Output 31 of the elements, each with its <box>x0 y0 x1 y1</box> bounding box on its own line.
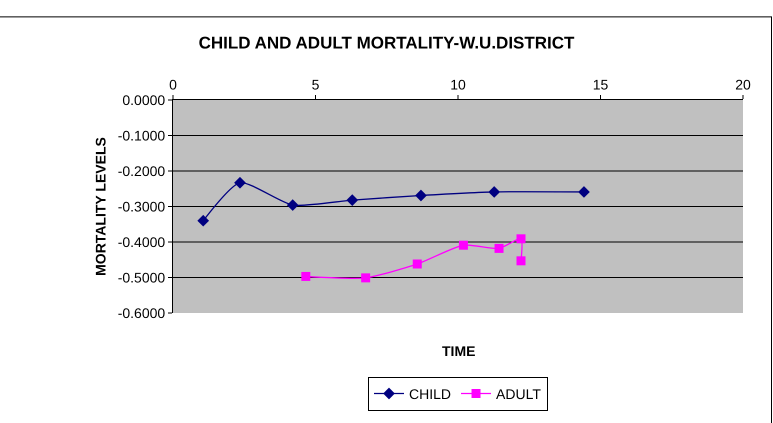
y-tick-label: -0.4000 <box>118 234 166 250</box>
point <box>488 186 500 198</box>
x-tick-label: 0 <box>169 76 178 92</box>
point <box>415 190 427 202</box>
point <box>361 273 370 282</box>
legend-label: CHILD <box>409 386 452 402</box>
point <box>197 214 210 227</box>
point <box>412 260 422 269</box>
point <box>516 234 526 244</box>
x-tick-label: 15 <box>592 76 608 92</box>
y-tick-label: -0.3000 <box>118 198 166 214</box>
point <box>458 240 468 250</box>
y-tick-label: -0.5000 <box>118 269 166 286</box>
y-tick-label: 0.0000 <box>122 92 166 108</box>
y-tick-label: -0.6000 <box>118 304 166 321</box>
point <box>301 272 310 281</box>
point <box>578 186 590 198</box>
x-axis-title: TIME <box>442 343 476 359</box>
legend-label: ADULT <box>496 386 542 402</box>
x-tick-label: 10 <box>450 76 466 92</box>
y-tick-label: -0.2000 <box>118 162 166 179</box>
point <box>346 194 358 206</box>
chart-title: CHILD AND ADULT MORTALITY-W.U.DISTRICT <box>198 33 576 52</box>
y-axis-title: MORTALITY LEVELS <box>92 137 108 276</box>
point <box>516 256 526 266</box>
point <box>494 244 504 253</box>
point <box>234 176 246 189</box>
x-tick-label: 20 <box>735 76 751 92</box>
point <box>286 199 299 211</box>
y-tick-label: -0.1000 <box>118 127 166 144</box>
x-tick-label: 5 <box>312 76 320 92</box>
